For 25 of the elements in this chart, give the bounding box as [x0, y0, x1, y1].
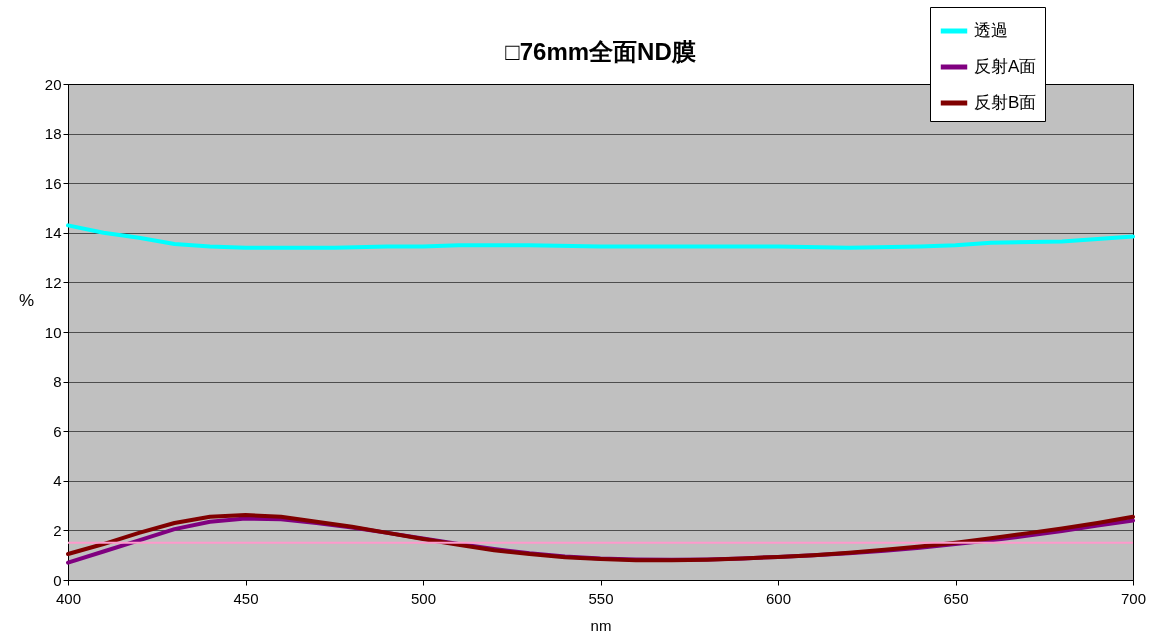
y-tick-label: 10	[44, 323, 62, 341]
x-tick-label: 550	[588, 589, 614, 607]
y-tick-label: 18	[44, 125, 62, 143]
legend-label: 反射A面	[974, 57, 1037, 76]
x-axis-title: nm	[590, 616, 612, 634]
x-tick-label: 400	[55, 589, 82, 607]
x-tick-label: 650	[943, 589, 969, 607]
y-tick-label: 6	[53, 422, 62, 440]
line-series	[66, 223, 1135, 250]
y-tick-label: 0	[53, 571, 62, 589]
x-tick-label: 450	[233, 589, 259, 607]
y-tick-label: 2	[53, 521, 62, 539]
x-tick-label: 700	[1120, 589, 1147, 607]
y-tick-label: 12	[44, 273, 62, 291]
x-tick-label: 600	[765, 589, 792, 607]
legend-label: 透過	[974, 21, 1008, 40]
legend-label: 反射B面	[974, 93, 1037, 112]
y-tick-label: 4	[53, 472, 62, 490]
y-tick-label: 16	[44, 174, 62, 192]
x-tick-label: 500	[410, 589, 437, 607]
y-tick-label: 14	[44, 224, 62, 242]
y-axis-title: %	[18, 290, 35, 310]
y-tick-label: 20	[44, 75, 62, 93]
chart-title: □76mm全面ND膜	[505, 38, 696, 65]
y-tick-label: 8	[53, 373, 62, 391]
